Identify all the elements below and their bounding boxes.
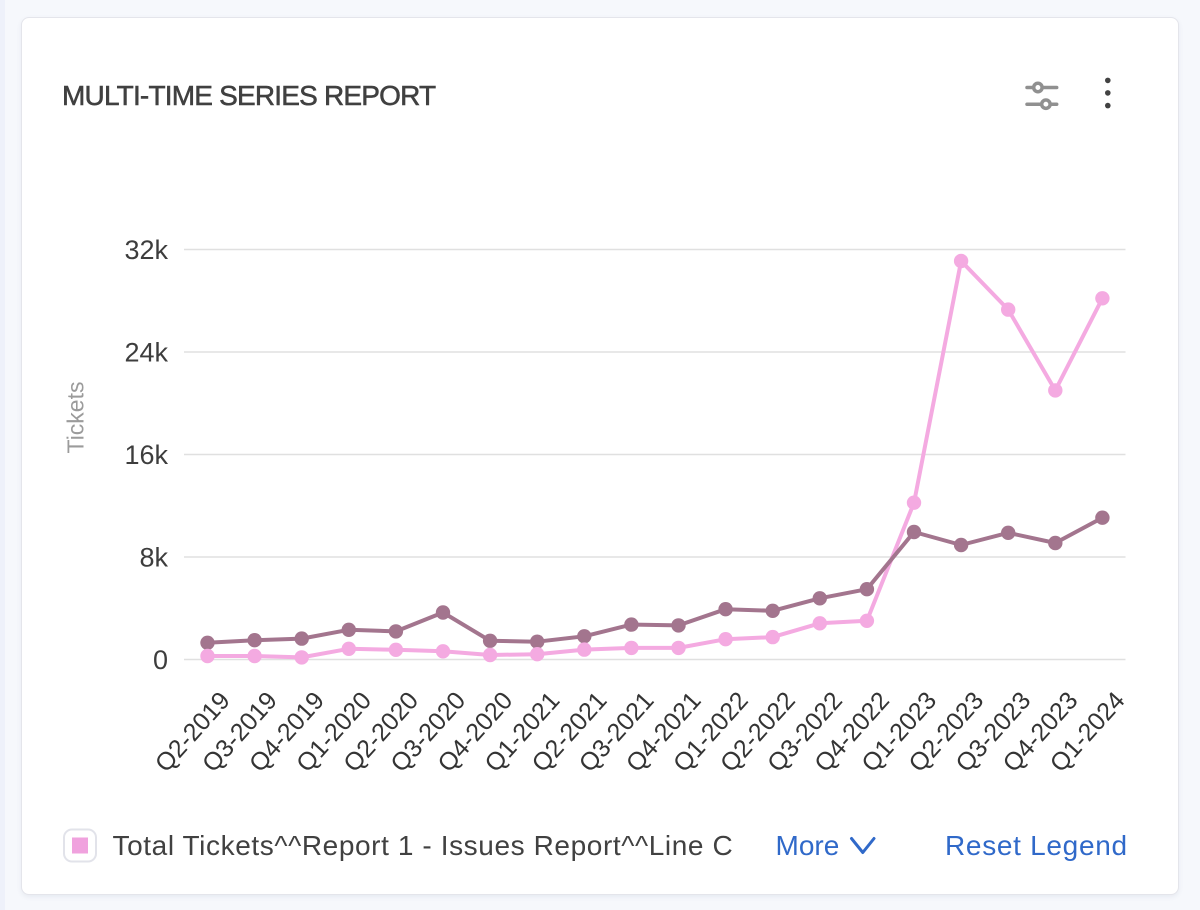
svg-text:8k: 8k [139,543,168,573]
svg-text:Total Tickets^^Report 1 - Issu: Total Tickets^^Report 1 - Issues Report^… [113,830,734,861]
svg-text:Tickets: Tickets [63,382,89,454]
svg-text:32k: 32k [124,235,168,265]
svg-text:Reset Legend: Reset Legend [945,830,1128,861]
svg-text:24k: 24k [124,338,168,368]
svg-text:More: More [776,830,840,861]
svg-text:0: 0 [153,645,168,675]
svg-text:16k: 16k [124,440,168,470]
